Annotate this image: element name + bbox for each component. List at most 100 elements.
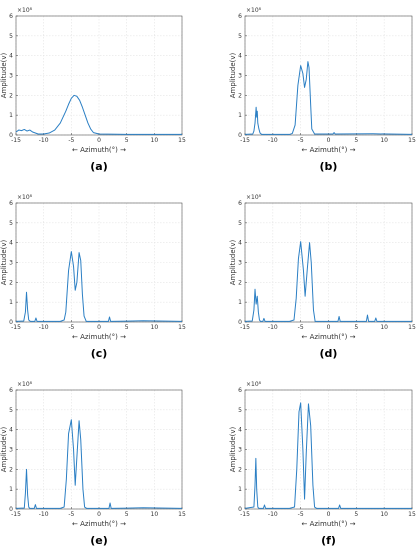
y-tick-label: 5 — [9, 407, 13, 414]
x-tick-label: 15 — [408, 137, 416, 144]
y-tick-label: 6 — [238, 200, 242, 207]
y-tick-label: 2 — [238, 279, 242, 286]
x-tick-label: 10 — [380, 137, 388, 144]
x-tick-label: 10 — [151, 324, 159, 331]
y-axis-label: Amplitude(v) — [229, 52, 237, 98]
x-tick-label: -15 — [11, 137, 21, 144]
axis-exponent-label: ×10⁸ — [17, 7, 33, 14]
x-axis-label: ← Azimuth(°) → — [302, 333, 356, 341]
y-tick-label: 0 — [9, 132, 13, 139]
axis-exponent-label: ×10⁸ — [17, 381, 33, 388]
x-tick-label: -10 — [268, 324, 278, 331]
x-tick-label: -15 — [240, 137, 250, 144]
x-tick-label: -10 — [268, 511, 278, 518]
y-tick-label: 3 — [9, 73, 13, 80]
panel-e: -15 -10 -5 0 5 10 15 0 1 2 3 4 5 6 ×10⁸ ← Azimuth(°) → A… — [0, 381, 186, 547]
y-axis-label: Amplitude(v) — [229, 426, 237, 472]
y-tick-label: 6 — [9, 387, 13, 394]
x-tick-label: 5 — [125, 324, 129, 331]
y-tick-label: 5 — [9, 220, 13, 227]
y-tick-label: 6 — [238, 387, 242, 394]
y-tick-label: 3 — [9, 260, 13, 267]
y-tick-label: 2 — [238, 466, 242, 473]
y-tick-label: 0 — [9, 506, 13, 513]
panel-caption: (b) — [320, 160, 338, 173]
panel-caption: (e) — [90, 534, 108, 547]
axis-exponent-label: ×10⁸ — [17, 194, 33, 201]
axis-exponent-label: ×10⁸ — [246, 7, 262, 14]
x-tick-label: -5 — [298, 324, 304, 331]
panel-caption: (d) — [320, 347, 338, 360]
y-tick-label: 0 — [238, 506, 242, 513]
x-tick-label: -10 — [268, 137, 278, 144]
x-tick-label: 15 — [178, 324, 186, 331]
y-tick-label: 6 — [238, 13, 242, 20]
y-axis-label: Amplitude(v) — [0, 239, 8, 285]
y-tick-label: 2 — [9, 466, 13, 473]
x-tick-label: 5 — [354, 511, 358, 518]
y-tick-label: 3 — [9, 447, 13, 454]
x-tick-label: -15 — [11, 511, 21, 518]
y-tick-label: 3 — [238, 260, 242, 267]
series-line — [15, 251, 183, 322]
x-tick-label: -15 — [11, 324, 21, 331]
y-axis-label: Amplitude(v) — [0, 426, 8, 472]
y-tick-label: 1 — [9, 112, 13, 119]
y-tick-label: 4 — [9, 240, 13, 247]
x-tick-label: 10 — [380, 511, 388, 518]
y-tick-label: 4 — [238, 427, 242, 434]
y-tick-label: 1 — [9, 299, 13, 306]
series-line — [15, 419, 183, 509]
x-tick-label: 10 — [151, 137, 159, 144]
x-tick-label: 0 — [327, 324, 331, 331]
x-tick-label: 5 — [354, 324, 358, 331]
y-tick-label: 0 — [238, 319, 242, 326]
axis-exponent-label: ×10⁸ — [246, 194, 262, 201]
x-tick-label: -10 — [39, 324, 49, 331]
x-tick-label: -5 — [298, 511, 304, 518]
x-tick-label: 5 — [125, 511, 129, 518]
y-tick-label: 4 — [9, 53, 13, 60]
series-line — [244, 241, 412, 322]
y-tick-label: 4 — [238, 240, 242, 247]
y-tick-label: 6 — [9, 200, 13, 207]
y-tick-label: 4 — [9, 427, 13, 434]
series-line — [244, 402, 412, 509]
x-axis-label: ← Azimuth(°) → — [302, 146, 356, 154]
y-tick-label: 6 — [9, 13, 13, 20]
panel-d: -15 -10 -5 0 5 10 15 0 1 2 3 4 5 6 ×10⁸ ← Azimuth(°) → A… — [229, 194, 416, 360]
y-tick-label: 2 — [9, 92, 13, 99]
y-tick-label: 1 — [238, 299, 242, 306]
x-tick-label: 5 — [354, 137, 358, 144]
y-tick-label: 5 — [238, 33, 242, 40]
y-axis-label: Amplitude(v) — [229, 239, 237, 285]
x-tick-label: 0 — [97, 324, 101, 331]
x-tick-label: 0 — [97, 137, 101, 144]
y-tick-label: 5 — [238, 220, 242, 227]
x-tick-label: -10 — [39, 511, 49, 518]
x-tick-label: 15 — [408, 324, 416, 331]
y-axis-label: Amplitude(v) — [0, 52, 8, 98]
axis-exponent-label: ×10⁸ — [246, 381, 262, 388]
x-axis-label: ← Azimuth(°) → — [72, 520, 126, 528]
x-tick-label: 15 — [408, 511, 416, 518]
x-tick-label: 10 — [380, 324, 388, 331]
series-line — [15, 94, 182, 135]
x-tick-label: 15 — [178, 137, 186, 144]
x-tick-label: 0 — [97, 511, 101, 518]
x-axis-label: ← Azimuth(°) → — [72, 333, 126, 341]
x-tick-label: -5 — [68, 511, 74, 518]
x-tick-label: -5 — [298, 137, 304, 144]
x-tick-label: -5 — [68, 137, 74, 144]
panel-caption: (a) — [90, 160, 107, 173]
y-tick-label: 4 — [238, 53, 242, 60]
y-tick-label: 0 — [9, 319, 13, 326]
y-tick-label: 5 — [9, 33, 13, 40]
panel-caption: (f) — [321, 534, 336, 547]
y-tick-label: 5 — [238, 407, 242, 414]
panel-a: -15 -10 -5 0 5 10 15 0 1 2 3 4 5 6 ×10⁸ ← Azimuth(°) → A… — [0, 7, 186, 173]
y-tick-label: 1 — [9, 486, 13, 493]
x-tick-label: 0 — [327, 511, 331, 518]
y-tick-label: 3 — [238, 73, 242, 80]
